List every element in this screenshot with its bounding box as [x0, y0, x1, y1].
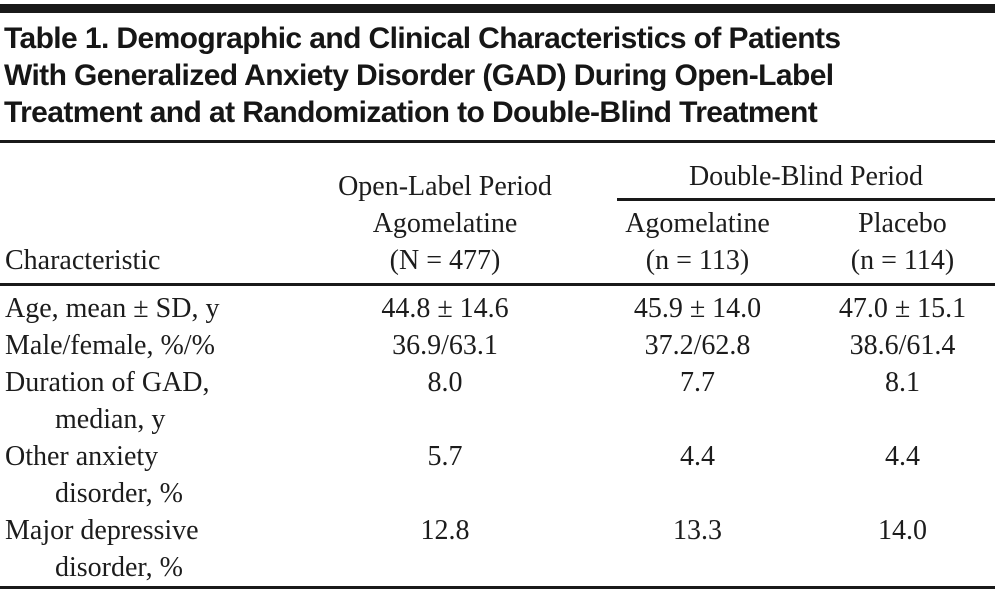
header-rule	[0, 283, 995, 286]
cell-db-placebo: 4.4	[885, 441, 920, 472]
column-header-db-agomelatine: Agomelatine (n = 113)	[585, 205, 810, 279]
table-row: Male/female, %/% 36.9/63.1 37.2/62.8 38.…	[0, 327, 995, 364]
column-group-double-blind: Double-Blind Period Agomelatine (n = 113…	[585, 143, 995, 283]
row-label: Age, mean ± SD, y	[0, 290, 305, 327]
table-header: Characteristic Open-Label Period Agomela…	[0, 143, 995, 283]
row-label: Other anxiety disorder, %	[0, 438, 305, 512]
cell-db-agomelatine: 7.7	[680, 367, 715, 398]
column-header-db-placebo-n: (n = 114)	[850, 245, 955, 276]
row-label: Duration of GAD, median, y	[0, 364, 305, 438]
row-label-line-2: median, y	[55, 404, 166, 435]
column-header-open-label-line-1: Open-Label Period	[338, 171, 552, 202]
cell-open-label: 36.9/63.1	[392, 330, 498, 361]
table-row: Age, mean ± SD, y 44.8 ± 14.6 45.9 ± 14.…	[0, 290, 995, 327]
cell-db-placebo: 47.0 ± 15.1	[838, 293, 967, 324]
title-rule	[0, 140, 995, 143]
table-title-line-3: Treatment and at Randomization to Double…	[4, 96, 818, 129]
double-blind-subheaders: Agomelatine (n = 113) Placebo (n = 114)	[585, 205, 995, 279]
column-header-open-label-line-3: (N = 477)	[389, 245, 501, 276]
column-group-double-blind-label: Double-Blind Period	[617, 158, 995, 201]
row-label: Major depressive disorder, %	[0, 512, 305, 586]
cell-db-agomelatine: 4.4	[680, 441, 715, 472]
cell-db-placebo: 8.1	[885, 367, 920, 398]
cell-db-placebo: 38.6/61.4	[849, 330, 956, 361]
cell-db-agomelatine: 37.2/62.8	[644, 330, 751, 361]
row-label-line-1: Major depressive	[5, 515, 199, 546]
row-label-line-2: disorder, %	[55, 478, 183, 509]
table-title-line-2: With Generalized Anxiety Disorder (GAD) …	[4, 59, 834, 92]
column-header-db-placebo-name: Placebo	[858, 208, 947, 239]
cell-open-label: 8.0	[427, 367, 463, 398]
row-label-line-2: disorder, %	[55, 552, 183, 583]
column-header-db-agomelatine-n: (n = 113)	[645, 245, 750, 276]
cell-open-label: 44.8 ± 14.6	[381, 293, 509, 324]
table-body: Age, mean ± SD, y 44.8 ± 14.6 45.9 ± 14.…	[0, 286, 995, 586]
column-header-db-agomelatine-name: Agomelatine	[625, 208, 770, 239]
cell-db-agomelatine: 13.3	[673, 515, 722, 546]
cell-db-agomelatine: 45.9 ± 14.0	[633, 293, 762, 324]
row-label: Male/female, %/%	[0, 327, 305, 364]
table-row: Duration of GAD, median, y 8.0 7.7 8.1	[0, 364, 995, 438]
cell-db-placebo: 14.0	[878, 515, 927, 546]
column-header-db-placebo: Placebo (n = 114)	[810, 205, 995, 279]
column-header-open-label: Open-Label Period Agomelatine (N = 477)	[305, 168, 585, 283]
table-title: Table 1. Demographic and Clinical Charac…	[0, 13, 995, 140]
column-header-open-label-line-2: Agomelatine	[372, 208, 518, 239]
row-label-line-1: Male/female, %/%	[5, 330, 215, 361]
column-header-characteristic: Characteristic	[5, 245, 161, 276]
row-label-line-1: Age, mean ± SD, y	[5, 293, 220, 324]
cell-open-label: 12.8	[420, 515, 470, 546]
table-row: Major depressive disorder, % 12.8 13.3 1…	[0, 512, 995, 586]
row-label-line-1: Duration of GAD,	[5, 367, 210, 398]
table-title-line-1: Table 1. Demographic and Clinical Charac…	[4, 22, 841, 55]
top-rule	[0, 4, 995, 13]
table-row: Other anxiety disorder, % 5.7 4.4 4.4	[0, 438, 995, 512]
cell-open-label: 5.7	[427, 441, 463, 472]
bottom-rule	[0, 586, 995, 589]
row-label-line-1: Other anxiety	[5, 441, 159, 472]
